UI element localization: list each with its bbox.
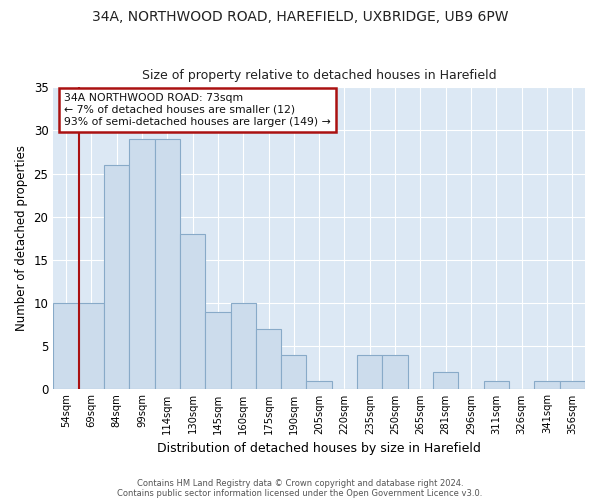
Bar	[230, 303, 256, 389]
Bar	[433, 372, 458, 389]
Title: Size of property relative to detached houses in Harefield: Size of property relative to detached ho…	[142, 69, 496, 82]
Bar	[307, 380, 332, 389]
X-axis label: Distribution of detached houses by size in Harefield: Distribution of detached houses by size …	[157, 442, 481, 455]
Bar	[256, 329, 281, 389]
Text: Contains public sector information licensed under the Open Government Licence v3: Contains public sector information licen…	[118, 488, 482, 498]
Bar	[205, 312, 230, 389]
Bar	[53, 303, 79, 389]
Bar	[104, 165, 129, 389]
Bar	[79, 303, 104, 389]
Text: 34A NORTHWOOD ROAD: 73sqm
← 7% of detached houses are smaller (12)
93% of semi-d: 34A NORTHWOOD ROAD: 73sqm ← 7% of detach…	[64, 94, 331, 126]
Bar	[357, 354, 382, 389]
Bar	[129, 139, 155, 389]
Bar	[535, 380, 560, 389]
Bar	[484, 380, 509, 389]
Bar	[180, 234, 205, 389]
Bar	[382, 354, 408, 389]
Bar	[560, 380, 585, 389]
Text: 34A, NORTHWOOD ROAD, HAREFIELD, UXBRIDGE, UB9 6PW: 34A, NORTHWOOD ROAD, HAREFIELD, UXBRIDGE…	[92, 10, 508, 24]
Text: Contains HM Land Registry data © Crown copyright and database right 2024.: Contains HM Land Registry data © Crown c…	[137, 478, 463, 488]
Y-axis label: Number of detached properties: Number of detached properties	[15, 145, 28, 331]
Bar	[155, 139, 180, 389]
Bar	[281, 354, 307, 389]
